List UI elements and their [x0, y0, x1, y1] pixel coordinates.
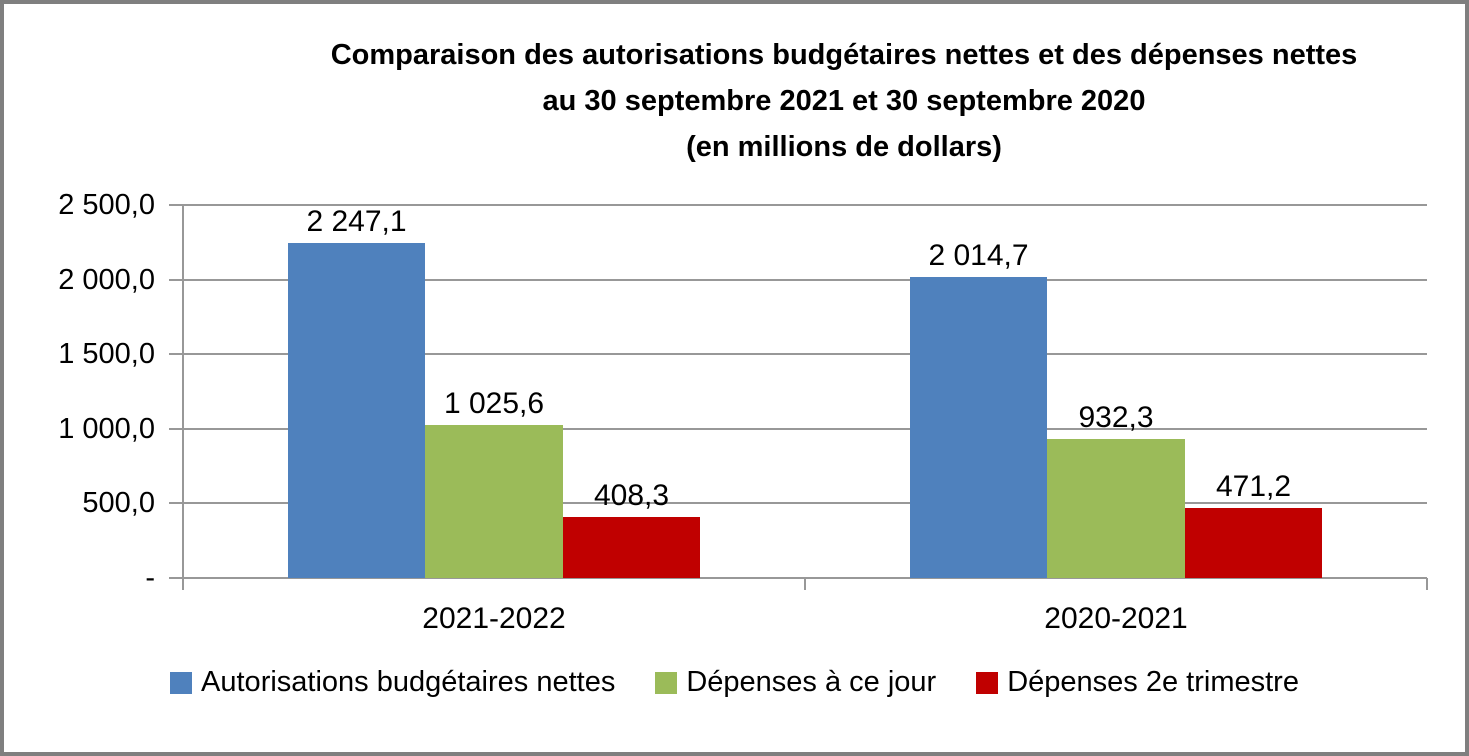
x-axis-tick [1426, 578, 1428, 590]
legend-swatch [976, 671, 999, 694]
legend-item: Dépenses à ce jour [655, 666, 936, 699]
bar-value-label: 408,3 [593, 479, 670, 513]
y-axis-tick-label: 2 000,0 [58, 263, 155, 296]
y-axis-tick [169, 353, 183, 356]
legend-swatch [170, 671, 193, 694]
category-label: 2020-2021 [1044, 602, 1188, 635]
bar [562, 517, 701, 578]
chart-title-line-3: (en millions de dollars) [686, 131, 1002, 163]
chart-title-line-1: Comparaison des autorisations budgétaire… [330, 39, 1358, 71]
bar-value-label: 2 014,7 [928, 239, 1029, 273]
bar-value-label: 932,3 [1078, 400, 1154, 434]
bar [909, 277, 1048, 578]
gridline [183, 204, 1427, 206]
legend-label: Dépenses à ce jour [686, 666, 937, 698]
y-axis-tick [169, 427, 183, 430]
gridline [183, 427, 1427, 430]
bar [425, 424, 563, 578]
legend-item: Autorisations budgétaires nettes [170, 666, 615, 699]
y-axis-tick [169, 577, 183, 579]
gridline [183, 502, 1427, 505]
bar-value-label: 1 025,6 [443, 386, 545, 420]
y-axis-line [182, 204, 184, 590]
chart-title: Comparaison des autorisations budgétaire… [184, 32, 1469, 170]
y-axis-tick-label: 1 500,0 [58, 338, 155, 371]
y-axis-tick [169, 502, 183, 505]
x-axis-tick [182, 578, 184, 590]
gridline [183, 278, 1427, 281]
bar [287, 242, 426, 578]
bar-value-label: 471,2 [1215, 469, 1292, 503]
legend: Autorisations budgétaires nettes Dépenses… [0, 666, 1469, 699]
chart-title-line-2: au 30 septembre 2021 et 30 septembre 202… [542, 85, 1146, 117]
bar [1184, 507, 1323, 578]
bar [1047, 438, 1185, 578]
y-axis-tick-label: 500,0 [82, 487, 155, 520]
legend-label: Autorisations budgétaires nettes [201, 666, 616, 698]
legend-label: Dépenses 2e trimestre [1007, 666, 1299, 698]
y-axis-tick-label: - [145, 562, 155, 594]
y-axis-tick-label: 1 000,0 [58, 412, 155, 445]
gridline [183, 353, 1427, 356]
x-axis-tick [804, 578, 806, 590]
y-axis-tick-label: 2 500,0 [58, 189, 155, 221]
bar-value-label: 2 247,1 [306, 204, 407, 238]
y-axis-tick [169, 278, 183, 281]
legend-swatch [655, 671, 678, 694]
legend-item: Dépenses 2e trimestre [976, 666, 1299, 699]
y-axis-tick [169, 204, 183, 206]
category-label: 2021-2022 [422, 602, 566, 635]
